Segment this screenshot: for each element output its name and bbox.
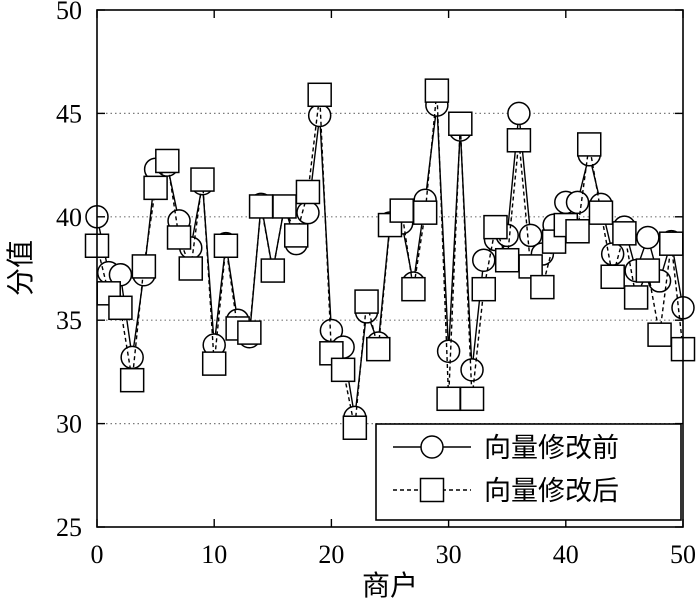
x-tick-label: 50 bbox=[670, 540, 696, 569]
legend-marker-series-1 bbox=[420, 435, 444, 459]
series-2-point bbox=[612, 221, 637, 246]
series-2-point bbox=[471, 276, 497, 302]
series-2 bbox=[84, 78, 696, 440]
plot-frame bbox=[96, 9, 684, 528]
series-1-point bbox=[307, 103, 332, 128]
y-tick-label: 45 bbox=[56, 99, 82, 128]
x-tick-label: 40 bbox=[553, 540, 579, 569]
series-2-point bbox=[342, 415, 368, 440]
series-2-point bbox=[131, 254, 157, 279]
series-2-point bbox=[366, 336, 391, 362]
x-tick-label: 10 bbox=[201, 540, 227, 569]
series-2-point bbox=[635, 258, 661, 283]
series-2-point bbox=[401, 276, 426, 302]
legend-label-series-1: 向量修改前 bbox=[484, 433, 619, 463]
series-2-point bbox=[119, 367, 145, 393]
series-2-point bbox=[330, 357, 356, 383]
series-2-point bbox=[272, 194, 297, 219]
y-tick-label: 30 bbox=[56, 410, 82, 439]
series-2-point bbox=[237, 320, 262, 345]
series-2-point bbox=[201, 351, 227, 376]
series-2-point bbox=[436, 386, 461, 412]
series-2-point bbox=[307, 82, 332, 108]
y-axis-label: 分值 bbox=[5, 240, 37, 296]
legend-marker-series-2 bbox=[419, 477, 445, 503]
y-tick-label: 25 bbox=[56, 513, 82, 542]
series-2-point bbox=[424, 78, 450, 103]
legend-label-series-2: 向量修改后 bbox=[484, 476, 619, 506]
series-2-point bbox=[576, 132, 602, 157]
series-1-point bbox=[120, 345, 144, 370]
series-2-point bbox=[389, 198, 414, 223]
series-2-point bbox=[600, 264, 625, 290]
x-tick-label: 0 bbox=[91, 540, 104, 569]
series-layer bbox=[84, 78, 696, 440]
x-axis-label: 商户 bbox=[362, 570, 418, 602]
y-tick-label: 50 bbox=[56, 0, 82, 25]
series-2-point bbox=[494, 247, 520, 273]
x-tick-label: 20 bbox=[318, 540, 344, 569]
series-2-point bbox=[178, 256, 204, 281]
series-2-point bbox=[412, 200, 438, 225]
tick-labels: 0 10 20 30 40 50 25 30 35 40 45 50 bbox=[56, 0, 696, 569]
series-1-point bbox=[518, 223, 543, 248]
series-2-point bbox=[260, 258, 286, 283]
series-2-point bbox=[190, 167, 215, 192]
series-2-point bbox=[588, 200, 614, 225]
y-tick-label: 35 bbox=[56, 306, 82, 335]
series-2-point bbox=[213, 233, 239, 259]
legend: 向量修改前 向量修改后 bbox=[375, 423, 682, 521]
series-2-point bbox=[448, 111, 473, 136]
series-2-point bbox=[354, 289, 379, 314]
series-2-point bbox=[623, 285, 649, 310]
series-1-point bbox=[600, 242, 625, 266]
series-2-point bbox=[166, 225, 192, 250]
series-2-point bbox=[295, 179, 321, 205]
series-2-point bbox=[108, 295, 133, 321]
series-2-point bbox=[143, 175, 168, 201]
series-2-point bbox=[483, 214, 508, 240]
series-2-point bbox=[518, 254, 543, 279]
series-1-point bbox=[436, 339, 461, 363]
series-1-point bbox=[460, 358, 484, 382]
series-2-point bbox=[506, 128, 532, 153]
x-tick-label: 30 bbox=[436, 540, 462, 569]
series-2-point bbox=[659, 231, 684, 256]
series-1-point bbox=[296, 200, 320, 225]
series-1-point bbox=[472, 248, 496, 272]
y-tick-label: 40 bbox=[56, 203, 82, 232]
series-2-point bbox=[248, 194, 274, 219]
series-2-point bbox=[647, 322, 672, 347]
series-1-point bbox=[507, 101, 531, 126]
series-1-point bbox=[565, 190, 590, 215]
series-1-point bbox=[636, 225, 660, 250]
series-2-point bbox=[459, 386, 485, 412]
series-2-point bbox=[530, 274, 555, 300]
series-2-point bbox=[283, 223, 309, 248]
series-2-point bbox=[565, 219, 590, 244]
series-2-point bbox=[155, 148, 180, 174]
legend-samples bbox=[393, 435, 471, 503]
